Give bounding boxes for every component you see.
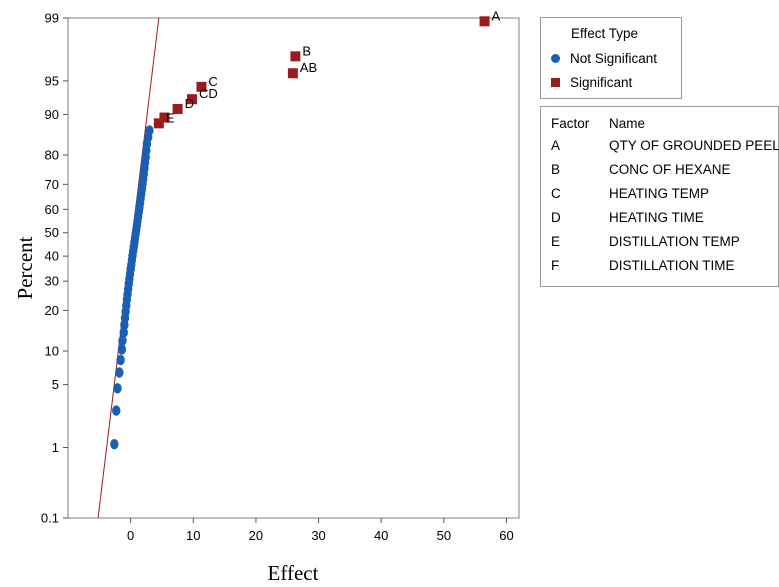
x-tick-label: 60 bbox=[499, 528, 513, 543]
y-tick-label: 40 bbox=[45, 249, 59, 264]
x-tick-label: 50 bbox=[437, 528, 451, 543]
y-tick-label: 80 bbox=[45, 148, 59, 163]
y-tick-label: 1 bbox=[52, 440, 59, 455]
not-significant-point bbox=[110, 438, 119, 450]
effect-type-legend: Effect Type Not Significant Significant bbox=[540, 17, 682, 99]
factor-row: D HEATING TIME bbox=[551, 210, 779, 230]
y-axis-ticks: 0.1 1 5 10 20 30 40 50 60 70 80 90 95 99 bbox=[41, 11, 68, 526]
legend-label: Not Significant bbox=[570, 51, 658, 66]
significant-point bbox=[196, 81, 207, 92]
significant-point bbox=[172, 103, 183, 114]
not-significant-point bbox=[113, 383, 122, 394]
significant-point bbox=[287, 68, 298, 79]
factor-letter: A bbox=[551, 138, 561, 153]
significant-point bbox=[290, 51, 301, 62]
point-label: D bbox=[185, 96, 194, 111]
not-significant-point bbox=[119, 327, 128, 338]
blue-circle-icon bbox=[551, 54, 560, 63]
significant-point bbox=[159, 112, 170, 123]
y-tick-label: 90 bbox=[45, 107, 59, 122]
y-tick-label: 30 bbox=[45, 274, 59, 289]
factor-name: CONC OF HEXANE bbox=[609, 162, 731, 177]
y-tick-label: 5 bbox=[52, 377, 59, 392]
significant-point bbox=[153, 118, 164, 129]
significant-point bbox=[479, 16, 490, 27]
factor-row: E DISTILLATION TEMP bbox=[551, 234, 779, 254]
not-significant-point bbox=[112, 405, 121, 416]
y-tick-label: 95 bbox=[45, 73, 59, 88]
significant-point bbox=[187, 94, 198, 105]
not-significant-point bbox=[116, 354, 125, 366]
factor-name-legend: Factor Name A QTY OF GROUNDED PEEL B CON… bbox=[540, 106, 779, 287]
factor-name: HEATING TIME bbox=[609, 210, 704, 225]
factor-row: F DISTILLATION TIME bbox=[551, 258, 779, 278]
factor-legend-header: Factor Name bbox=[551, 116, 779, 136]
factor-letter: D bbox=[551, 210, 561, 225]
plot-area bbox=[67, 17, 520, 519]
legend-label: Significant bbox=[570, 75, 633, 90]
factor-name: DISTILLATION TIME bbox=[609, 258, 735, 273]
not-significant-point bbox=[117, 344, 127, 355]
factor-row: A QTY OF GROUNDED PEEL bbox=[551, 138, 779, 158]
not-significant-point bbox=[118, 335, 127, 346]
y-tick-label: 50 bbox=[45, 225, 59, 240]
point-label: B bbox=[302, 43, 311, 58]
point-label: A bbox=[492, 8, 501, 23]
factor-letter: C bbox=[551, 186, 561, 201]
not-significant-point bbox=[115, 367, 124, 378]
not-significant-point bbox=[145, 125, 154, 136]
point-label: C bbox=[208, 74, 217, 89]
factor-name: QTY OF GROUNDED PEEL bbox=[609, 138, 779, 153]
factor-column-header: Factor bbox=[551, 116, 590, 131]
x-tick-label: 0 bbox=[127, 528, 134, 543]
point-label: CD bbox=[199, 86, 218, 101]
y-tick-label: 70 bbox=[45, 177, 59, 192]
point-label: E bbox=[166, 110, 175, 125]
factor-row: B CONC OF HEXANE bbox=[551, 162, 779, 182]
x-axis-ticks: 0 10 20 30 40 50 60 bbox=[127, 518, 514, 543]
y-tick-label: 10 bbox=[45, 344, 59, 359]
x-tick-label: 20 bbox=[249, 528, 263, 543]
factor-name: HEATING TEMP bbox=[609, 186, 710, 201]
y-tick-label: 60 bbox=[45, 202, 59, 217]
point-label: AB bbox=[300, 60, 317, 75]
legend-item-significant: Significant bbox=[551, 75, 632, 90]
data-points bbox=[110, 16, 490, 450]
y-tick-label: 99 bbox=[45, 11, 59, 26]
y-axis-title: Percent bbox=[13, 236, 37, 299]
y-tick-label: 0.1 bbox=[41, 511, 59, 526]
factor-letter: E bbox=[551, 234, 561, 249]
factor-letter: B bbox=[551, 162, 561, 177]
factor-letter: F bbox=[551, 258, 560, 273]
factor-row: C HEATING TEMP bbox=[551, 186, 779, 206]
x-axis-title: Effect bbox=[268, 561, 319, 585]
x-tick-label: 30 bbox=[311, 528, 325, 543]
factor-name: DISTILLATION TEMP bbox=[609, 234, 740, 249]
x-tick-label: 10 bbox=[186, 528, 200, 543]
x-tick-label: 40 bbox=[374, 528, 388, 543]
legend-item-not-significant: Not Significant bbox=[551, 51, 657, 66]
name-column-header: Name bbox=[609, 116, 646, 131]
red-square-icon bbox=[551, 78, 560, 87]
effect-legend-title: Effect Type bbox=[571, 26, 639, 41]
y-tick-label: 20 bbox=[45, 303, 59, 318]
